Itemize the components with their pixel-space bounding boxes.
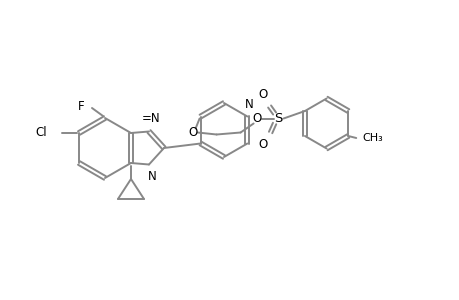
Text: N: N [147, 170, 156, 184]
Text: O: O [257, 138, 267, 151]
Text: O: O [188, 126, 197, 139]
Text: F: F [78, 100, 85, 112]
Text: Cl: Cl [35, 127, 47, 140]
Text: O: O [257, 88, 267, 101]
Text: S: S [274, 112, 282, 125]
Text: N: N [245, 98, 253, 110]
Text: O: O [252, 112, 261, 125]
Text: =N: =N [141, 112, 160, 125]
Text: CH₃: CH₃ [361, 133, 382, 143]
